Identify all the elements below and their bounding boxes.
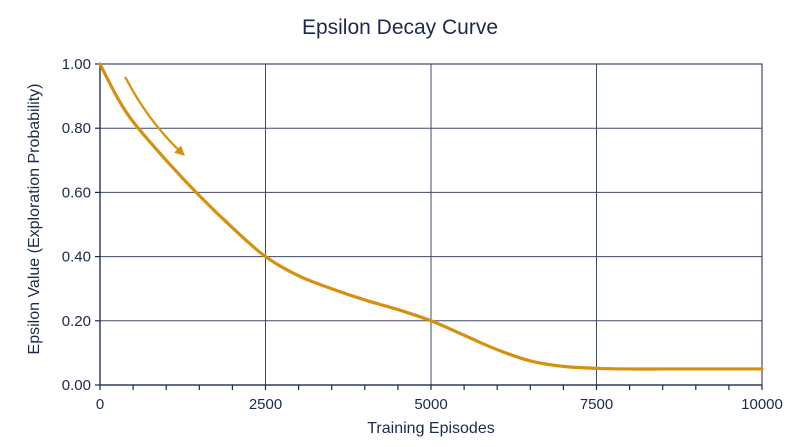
epsilon-decay-line xyxy=(98,62,764,371)
x-tick-label: 5000 xyxy=(414,396,447,413)
x-tick-label: 2500 xyxy=(249,396,282,413)
x-tick-label: 10000 xyxy=(741,396,783,413)
y-tick-label: 0.40 xyxy=(62,249,91,266)
decay-direction-arrow xyxy=(124,76,185,156)
y-tick-label: 0.00 xyxy=(62,377,91,394)
y-tick-label: 1.00 xyxy=(62,56,91,73)
axis-layer: 0 2500 5000 7500 10000 0.00 0.20 0.40 0.60 0.80 1.… xyxy=(62,56,783,413)
series-layer xyxy=(98,62,764,371)
x-axis-label: Training Episodes xyxy=(367,420,494,437)
annotation-layer xyxy=(124,76,185,156)
y-tick-label: 0.60 xyxy=(62,184,91,201)
y-tick-label: 0.80 xyxy=(62,120,91,137)
x-tick-label: 0 xyxy=(96,396,104,413)
y-axis-label: Epsilon Value (Exploration Probability) xyxy=(26,84,43,355)
grid-layer xyxy=(100,64,762,385)
chart-title: Epsilon Decay Curve xyxy=(302,16,498,39)
x-tick-label: 7500 xyxy=(580,396,613,413)
y-tick-label: 0.20 xyxy=(62,313,91,330)
